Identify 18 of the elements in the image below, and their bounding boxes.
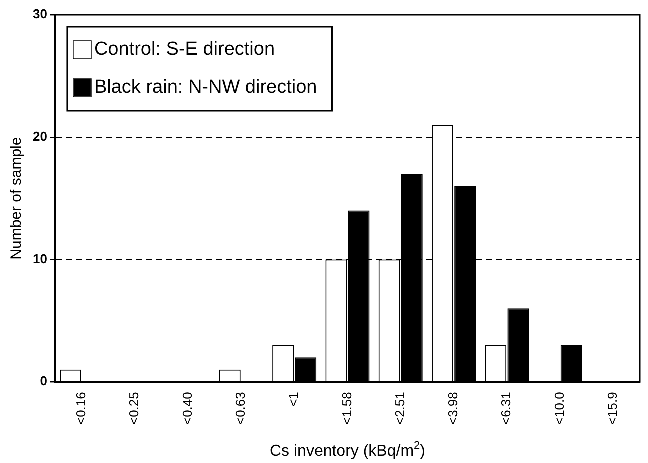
x-tick-label: <0.63 (233, 392, 248, 426)
x-tick-label: <6.31 (498, 392, 514, 426)
x-tick-label: <1 (286, 392, 302, 407)
x-tick-label: <15.9 (605, 392, 620, 426)
y-tick-label: 30 (32, 6, 48, 22)
x-tick-label: <3.98 (446, 392, 461, 426)
x-tick-label: <0.40 (180, 392, 195, 426)
legend-label: Black rain: N-NW direction (94, 77, 318, 98)
x-tick-label: <0.16 (74, 392, 89, 426)
legend-label: Control: S-E direction (94, 39, 276, 60)
x-tick-label: <2.51 (392, 392, 408, 426)
x-tick-label: <0.25 (126, 392, 142, 426)
x-tick-label: <1.58 (339, 392, 354, 426)
y-tick-label: 0 (40, 374, 48, 389)
y-tick-label: 20 (32, 128, 48, 144)
x-tick-label: <10.0 (552, 392, 567, 426)
y-tick-label: 10 (32, 251, 48, 266)
y-axis-title: Number of sample (8, 137, 26, 260)
